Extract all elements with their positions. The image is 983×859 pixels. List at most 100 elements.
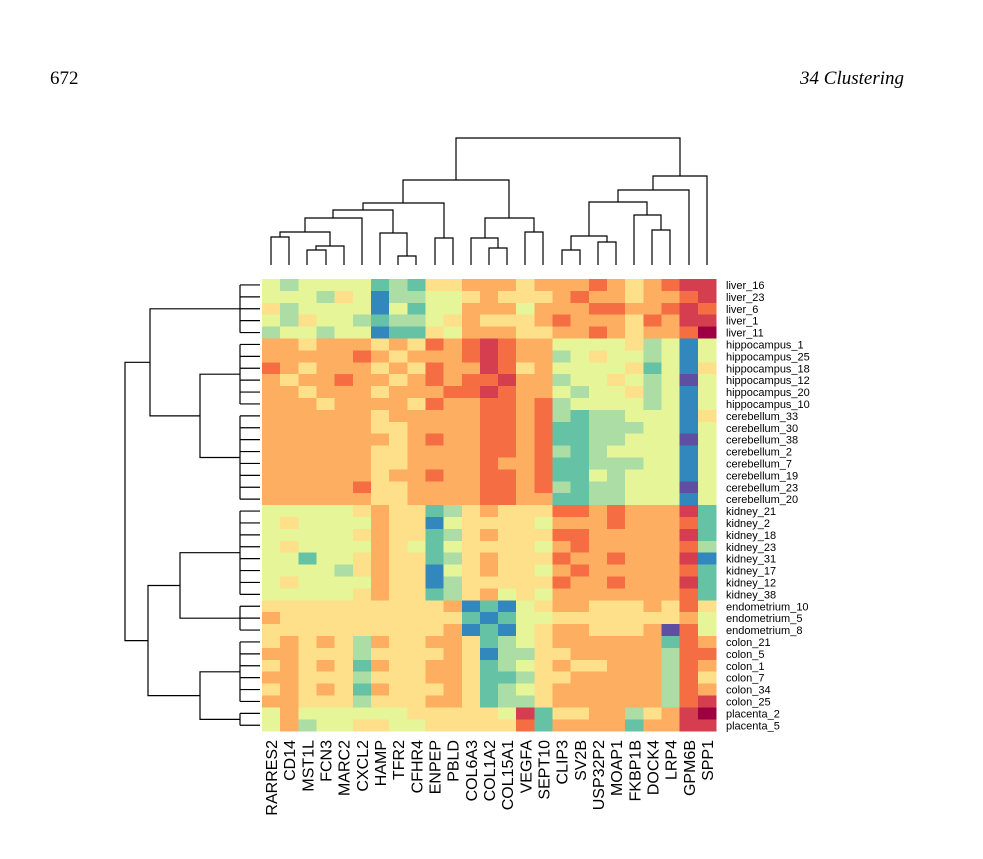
heatmap-cell — [570, 505, 590, 518]
heatmap-cell — [516, 695, 535, 708]
heatmap-cell — [425, 469, 444, 482]
heatmap-cell — [679, 314, 699, 327]
heatmap-cell — [552, 398, 572, 411]
heatmap-cell — [389, 350, 408, 363]
heatmap-cell — [607, 636, 626, 649]
row-label: kidney_18 — [726, 530, 776, 542]
heatmap-cell — [262, 314, 281, 327]
heatmap-cell — [352, 409, 372, 423]
heatmap-cell — [443, 624, 463, 637]
heatmap-cell — [498, 588, 517, 601]
row-label: liver_16 — [726, 280, 765, 292]
column-label: SPP1 — [700, 740, 717, 781]
heatmap-cell — [661, 445, 681, 458]
heatmap-cell — [516, 493, 535, 506]
heatmap-cell — [352, 362, 372, 375]
heatmap-cell — [407, 624, 426, 637]
heatmap-cell — [498, 517, 517, 530]
heatmap-cell — [679, 612, 699, 625]
heatmap-cell — [298, 326, 317, 339]
heatmap-cell — [280, 279, 299, 292]
heatmap-cell — [697, 695, 717, 708]
heatmap-cell — [280, 398, 299, 411]
heatmap-cell — [334, 695, 354, 708]
heatmap-cell — [298, 576, 317, 589]
heatmap-cell — [334, 707, 354, 720]
heatmap-cell — [425, 481, 444, 494]
heatmap-cell — [588, 659, 608, 673]
heatmap-cell — [262, 683, 281, 696]
heatmap-cell — [534, 659, 553, 673]
heatmap-cell — [334, 433, 354, 446]
heatmap-cell — [389, 493, 408, 506]
heatmap-cell — [588, 564, 608, 577]
heatmap-cell — [425, 576, 444, 589]
heatmap-cell — [679, 695, 699, 708]
heatmap-cell — [370, 624, 390, 637]
heatmap-cell — [262, 457, 281, 470]
heatmap-cell — [461, 290, 481, 304]
heatmap-cell — [607, 445, 626, 458]
column-label: DOCK4 — [645, 740, 662, 795]
heatmap-cell — [425, 374, 444, 387]
heatmap-cell — [479, 552, 499, 565]
heatmap-cell — [607, 338, 626, 351]
heatmap-cell — [262, 386, 281, 399]
heatmap-cell — [679, 636, 699, 649]
column-label: TFR2 — [391, 740, 408, 780]
heatmap-cell — [316, 552, 336, 565]
heatmap-cell — [280, 659, 299, 673]
heatmap-cell — [334, 636, 354, 649]
heatmap-cell — [316, 386, 336, 399]
heatmap-cell — [552, 695, 572, 708]
heatmap-cell — [607, 326, 626, 339]
heatmap-cell — [479, 350, 499, 363]
heatmap-cell — [407, 338, 426, 351]
heatmap-cell — [425, 683, 444, 696]
heatmap-cell — [461, 517, 481, 530]
heatmap-cell — [661, 612, 681, 625]
heatmap-cell — [461, 600, 481, 613]
heatmap-cell — [479, 469, 499, 482]
heatmap-cell — [370, 338, 390, 351]
heatmap-cell — [661, 552, 681, 565]
heatmap-cell — [407, 636, 426, 649]
heatmap-cell — [607, 564, 626, 577]
heatmap-cell — [479, 302, 499, 316]
heatmap-cell — [516, 683, 535, 696]
heatmap-cell — [443, 326, 463, 339]
heatmap-cell — [697, 338, 717, 351]
heatmap-cell — [625, 719, 644, 732]
heatmap-cell — [588, 290, 608, 304]
heatmap-cell — [443, 600, 463, 613]
heatmap — [262, 279, 717, 732]
heatmap-cell — [643, 659, 662, 673]
heatmap-cell — [643, 279, 662, 292]
heatmap-cell — [407, 290, 426, 304]
heatmap-cell — [389, 338, 408, 351]
heatmap-cell — [643, 421, 662, 435]
heatmap-cell — [352, 445, 372, 458]
heatmap-cell — [425, 398, 444, 411]
heatmap-cell — [607, 552, 626, 565]
heatmap-cell — [407, 326, 426, 339]
heatmap-cell — [316, 409, 336, 423]
heatmap-cell — [389, 540, 408, 554]
heatmap-cell — [316, 540, 336, 554]
heatmap-cell — [262, 421, 281, 435]
heatmap-cell — [370, 469, 390, 482]
heatmap-cell — [316, 505, 336, 518]
heatmap-cell — [370, 279, 390, 292]
heatmap-cell — [407, 683, 426, 696]
heatmap-cell — [298, 469, 317, 482]
heatmap-cell — [370, 588, 390, 601]
column-label: ENPEP — [428, 740, 445, 794]
heatmap-cell — [298, 398, 317, 411]
heatmap-cell — [443, 517, 463, 530]
heatmap-cell — [570, 719, 590, 732]
heatmap-cell — [443, 314, 463, 327]
heatmap-cell — [498, 659, 517, 673]
heatmap-cell — [607, 314, 626, 327]
heatmap-cell — [443, 362, 463, 375]
heatmap-cell — [552, 647, 572, 661]
